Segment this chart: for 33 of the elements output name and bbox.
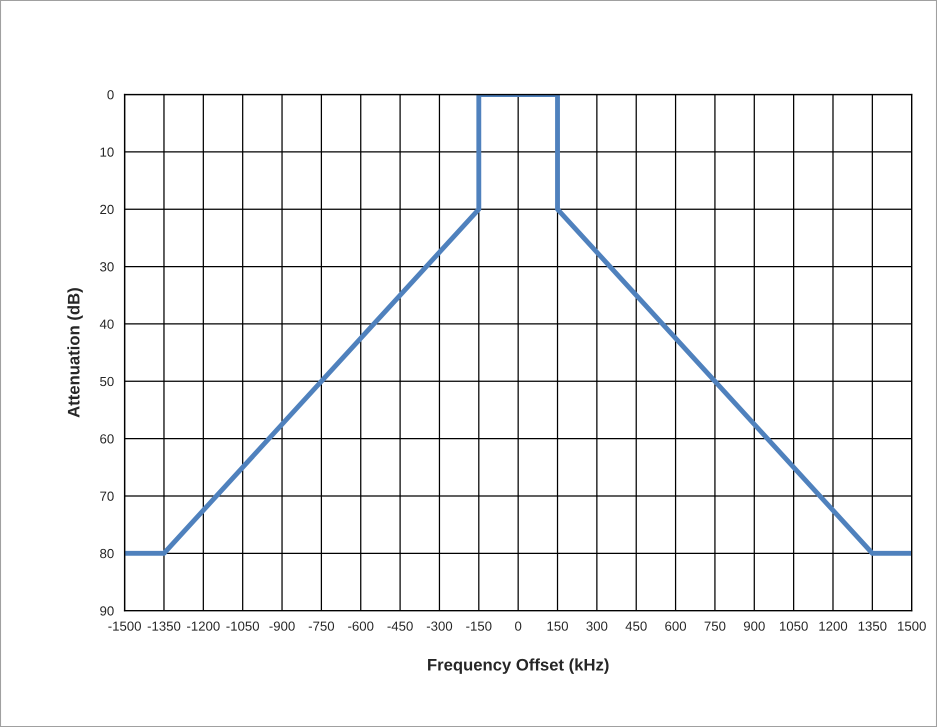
x-tick-label: 1050 [780, 621, 808, 631]
x-tick-label: 1350 [858, 621, 887, 631]
x-tick-label: -450 [387, 621, 413, 631]
x-tick-label: -600 [348, 621, 374, 631]
x-tick-label: 300 [586, 621, 608, 631]
x-tick-label: 600 [665, 621, 686, 631]
x-tick-label: 0 [515, 621, 522, 631]
y-tick-label: 20 [100, 204, 114, 214]
x-tick-label: 900 [744, 621, 765, 631]
y-tick-label: 90 [100, 606, 114, 616]
y-tick-label: 10 [100, 147, 114, 157]
x-tick-label: 750 [704, 621, 726, 631]
x-tick-label: 450 [626, 621, 647, 631]
y-tick-label: 80 [100, 548, 114, 558]
x-tick-label: -150 [466, 621, 492, 631]
y-tick-label: 30 [100, 262, 114, 272]
x-tick-label: -1500 [108, 621, 141, 631]
x-axis-title: Frequency Offset (kHz) [428, 658, 609, 674]
y-tick-label: 0 [107, 90, 114, 100]
y-tick-label: 70 [100, 492, 114, 501]
x-tick-label: 150 [548, 621, 568, 631]
x-tick-label: -1050 [226, 621, 260, 631]
y-tick-label: 40 [100, 319, 114, 329]
x-tick-label: -1200 [187, 621, 220, 631]
y-tick-label: 60 [100, 434, 114, 444]
x-tick-label: -900 [269, 621, 295, 631]
y-tick-label: 50 [100, 376, 114, 386]
y-axis-title: Attenuation (dB) [67, 288, 83, 418]
x-tick-label: -750 [308, 621, 334, 631]
x-tick-label: 1200 [819, 621, 848, 631]
x-tick-label: -300 [426, 621, 452, 631]
x-tick-label: -1350 [148, 621, 180, 631]
x-tick-label: 1500 [898, 621, 926, 631]
